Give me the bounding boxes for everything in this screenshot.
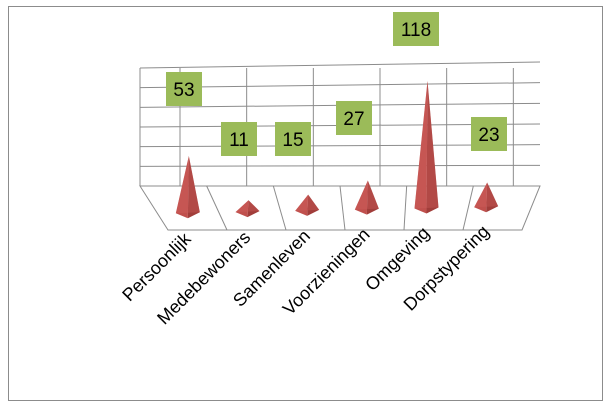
pyramid-face-right — [486, 182, 499, 213]
data-label: 27 — [343, 109, 364, 130]
gridline — [339, 185, 346, 231]
pyramid-face-back — [295, 194, 320, 211]
gridline — [206, 185, 228, 231]
data-label: 118 — [401, 20, 431, 41]
bar — [474, 182, 499, 213]
pyramid-face-left — [235, 200, 249, 218]
pyramid-face-right — [247, 200, 260, 218]
pyramid-face-back — [414, 81, 439, 209]
data-label: 11 — [229, 130, 249, 151]
pyramid-face-left — [295, 194, 309, 216]
pyramid-face-left — [414, 81, 428, 214]
data-label: 15 — [282, 130, 303, 151]
gridline — [139, 82, 541, 89]
data-label: 53 — [173, 80, 194, 101]
data-label-box — [275, 122, 311, 156]
data-label-box — [336, 101, 372, 135]
pyramid-face-left — [474, 182, 488, 213]
gridline — [462, 185, 474, 231]
pyramid-face-left — [354, 180, 368, 215]
data-label-box — [393, 12, 439, 46]
pyramid-face-left — [175, 156, 189, 219]
gridline — [403, 185, 408, 231]
bar — [235, 200, 260, 218]
pyramid-face-back — [175, 156, 200, 214]
pyramid-face-back — [474, 182, 499, 208]
pyramid-face-back — [354, 180, 379, 210]
pyramid-face-right — [187, 156, 200, 219]
pyramid-face-right — [366, 180, 379, 215]
pyramid-face-right — [307, 194, 320, 216]
pyramid-face-back — [235, 200, 260, 213]
gridline — [139, 61, 541, 69]
bar — [414, 81, 439, 214]
gridline — [272, 185, 287, 231]
data-label: 23 — [478, 125, 499, 146]
gridline — [139, 164, 541, 167]
data-label-box — [471, 117, 507, 151]
pyramid-face-right — [426, 81, 439, 214]
bar — [295, 194, 320, 216]
bar — [175, 156, 200, 219]
data-label-box — [221, 122, 257, 156]
bar — [354, 180, 379, 215]
data-label-box — [166, 72, 202, 106]
